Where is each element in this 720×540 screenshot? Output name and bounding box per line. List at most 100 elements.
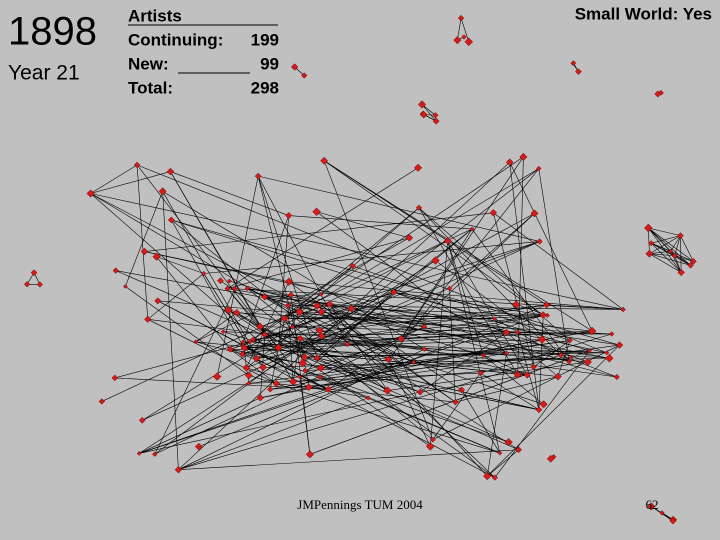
network-node: [659, 510, 665, 516]
network-edge: [321, 241, 540, 313]
network-edge: [178, 348, 425, 470]
network-node: [648, 240, 655, 247]
network-node: [300, 353, 309, 361]
network-edge: [264, 240, 448, 335]
network-node: [288, 377, 298, 386]
network-edge: [533, 340, 571, 368]
network-edge: [316, 211, 507, 354]
network-edge: [136, 164, 301, 378]
network-node: [254, 172, 262, 180]
network-node: [344, 341, 351, 348]
network-edge: [125, 191, 163, 287]
network-node: [671, 252, 678, 259]
network-node: [543, 301, 551, 309]
network-node: [284, 302, 291, 309]
network-edge: [320, 207, 420, 295]
network-node: [349, 262, 356, 270]
network-edge: [101, 228, 473, 402]
network-node: [613, 373, 620, 381]
network-node: [458, 386, 466, 394]
network-edge: [421, 104, 437, 122]
network-node: [313, 354, 321, 362]
network-edge: [674, 255, 694, 262]
network-node: [242, 364, 250, 372]
network-edge: [257, 176, 304, 364]
network-node: [384, 355, 393, 364]
network-node: [318, 332, 326, 340]
network-edge: [230, 348, 539, 411]
network-edge: [220, 280, 496, 478]
network-edge: [144, 251, 289, 283]
network-edge: [144, 251, 607, 354]
network-edge: [321, 168, 539, 337]
network-edge: [387, 361, 588, 391]
network-node: [575, 68, 582, 76]
network-edge: [351, 162, 510, 309]
network-edge: [230, 292, 395, 350]
network-node: [232, 308, 241, 317]
network-edge: [560, 354, 610, 359]
network-node: [677, 232, 684, 239]
network-edge: [242, 241, 540, 355]
stat-label: Continuing:: [128, 30, 223, 49]
network-edge: [229, 280, 484, 356]
network-edge: [418, 207, 571, 341]
network-edge: [323, 160, 544, 316]
network-node: [537, 335, 547, 344]
network-edge: [651, 242, 682, 273]
network-node: [315, 326, 324, 335]
network-edge: [487, 344, 620, 477]
network-edge: [170, 171, 289, 216]
network-edge: [680, 235, 694, 262]
network-node: [608, 331, 615, 337]
network-node: [158, 187, 167, 196]
network-edge: [247, 288, 610, 359]
network-edge: [157, 300, 518, 333]
network-node: [480, 352, 487, 358]
network-node: [464, 37, 474, 47]
network-edge: [216, 176, 259, 377]
network-edge: [506, 332, 612, 335]
network-edge: [178, 449, 519, 470]
network-node: [295, 307, 304, 317]
network: [23, 14, 697, 525]
network-node: [217, 277, 224, 285]
network-edge: [136, 164, 149, 320]
network-edge: [648, 227, 650, 254]
network-edge: [114, 377, 329, 390]
network-node: [138, 416, 146, 424]
network-node: [557, 352, 564, 359]
network-node: [411, 359, 417, 366]
network-node: [201, 270, 207, 277]
network-node: [504, 350, 510, 356]
network-node: [432, 112, 439, 119]
stat-label: Total:: [128, 78, 173, 97]
network-node: [23, 281, 31, 288]
network-node: [523, 371, 531, 379]
network-edge: [538, 314, 544, 410]
network-edge: [90, 193, 301, 378]
network-edge: [195, 294, 292, 343]
network-edge: [308, 386, 456, 403]
network-node: [280, 314, 289, 323]
network-node: [232, 285, 238, 292]
network-edge: [480, 372, 540, 410]
network-node: [305, 450, 314, 459]
network-edge: [252, 339, 507, 354]
network-node: [431, 256, 440, 265]
network-edge: [517, 156, 524, 375]
network-edge: [288, 215, 473, 230]
network-edge: [447, 240, 484, 356]
network-edge: [242, 346, 329, 390]
network-node: [654, 90, 662, 98]
network-node: [317, 374, 323, 380]
network-edge: [493, 212, 534, 368]
network-edge: [418, 207, 562, 356]
network-node: [429, 436, 436, 443]
network-edge: [429, 240, 449, 447]
network-edge: [351, 308, 617, 378]
network-node: [615, 341, 624, 349]
network-edge: [400, 156, 524, 339]
stat-label: New:: [128, 54, 169, 73]
network-node: [152, 252, 161, 261]
